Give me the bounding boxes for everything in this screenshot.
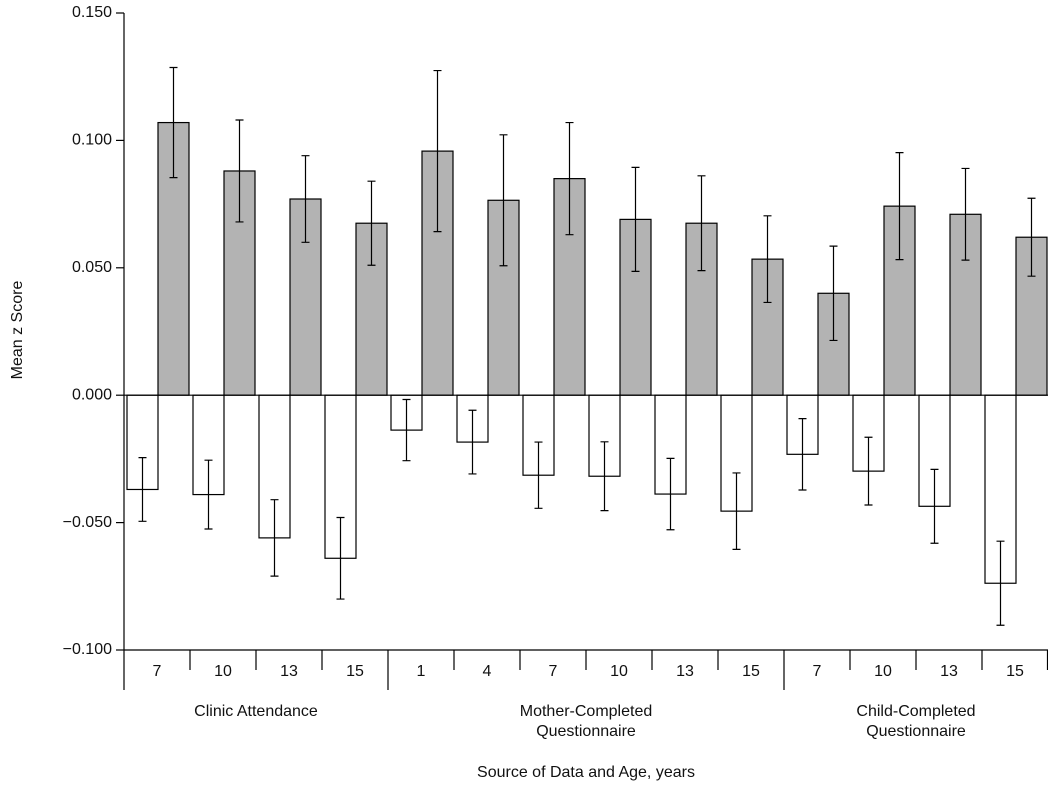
- error-bar: [301, 155, 310, 243]
- x-axis-label: Source of Data and Age, years: [477, 764, 695, 781]
- x-tick-label: 13: [940, 663, 958, 680]
- y-tick-label: 0.150: [72, 4, 112, 21]
- error-bar: [169, 66, 178, 179]
- y-tick-label: −0.050: [63, 514, 112, 531]
- x-tick-label: 10: [214, 663, 232, 680]
- y-tick-label: 0.100: [72, 132, 112, 149]
- x-tick-label: 13: [280, 663, 298, 680]
- group-label: Clinic Attendance: [194, 703, 318, 720]
- x-tick-label: 7: [153, 663, 162, 680]
- x-tick-label: 13: [676, 663, 694, 680]
- error-bar: [697, 175, 706, 272]
- y-tick-label: −0.100: [63, 641, 112, 658]
- x-tick-label: 4: [483, 663, 492, 680]
- y-tick-label: 0.000: [72, 386, 112, 403]
- y-axis-label: Mean z Score: [9, 281, 26, 380]
- error-bar: [666, 457, 675, 531]
- error-bar: [270, 499, 279, 577]
- error-bar: [565, 121, 574, 236]
- error-bar: [1027, 197, 1036, 277]
- x-tick-label: 10: [874, 663, 892, 680]
- error-bar: [798, 418, 807, 491]
- error-bar: [402, 398, 411, 462]
- x-tick-label: 7: [813, 663, 822, 680]
- error-bar: [996, 540, 1005, 626]
- error-bar: [930, 468, 939, 544]
- error-bar: [763, 215, 772, 304]
- error-bar: [864, 436, 873, 506]
- error-bar: [732, 472, 741, 550]
- error-bar: [895, 152, 904, 261]
- y-tick-label: 0.050: [72, 259, 112, 276]
- error-bar: [600, 441, 609, 512]
- x-tick-label: 10: [610, 663, 628, 680]
- error-bar: [499, 134, 508, 267]
- error-bar: [433, 69, 442, 233]
- error-bar: [336, 516, 345, 600]
- error-bar: [367, 180, 376, 266]
- x-tick-label: 1: [417, 663, 426, 680]
- x-tick-label: 7: [549, 663, 558, 680]
- error-bar: [631, 166, 640, 272]
- x-tick-label: 15: [346, 663, 364, 680]
- error-bar: [468, 409, 477, 475]
- group-label: Mother-Completed Questionnaire: [519, 703, 653, 740]
- error-bar: [534, 441, 543, 509]
- error-bar: [204, 459, 213, 530]
- error-bar: [235, 119, 244, 223]
- group-label: Child-Completed Questionnaire: [856, 703, 976, 740]
- bar: [487, 199, 520, 396]
- bar: [817, 292, 850, 396]
- error-bar: [961, 167, 970, 261]
- error-bar: [829, 245, 838, 342]
- x-tick-label: 15: [1006, 663, 1024, 680]
- error-bar: [138, 457, 147, 522]
- x-tick-label: 15: [742, 663, 760, 680]
